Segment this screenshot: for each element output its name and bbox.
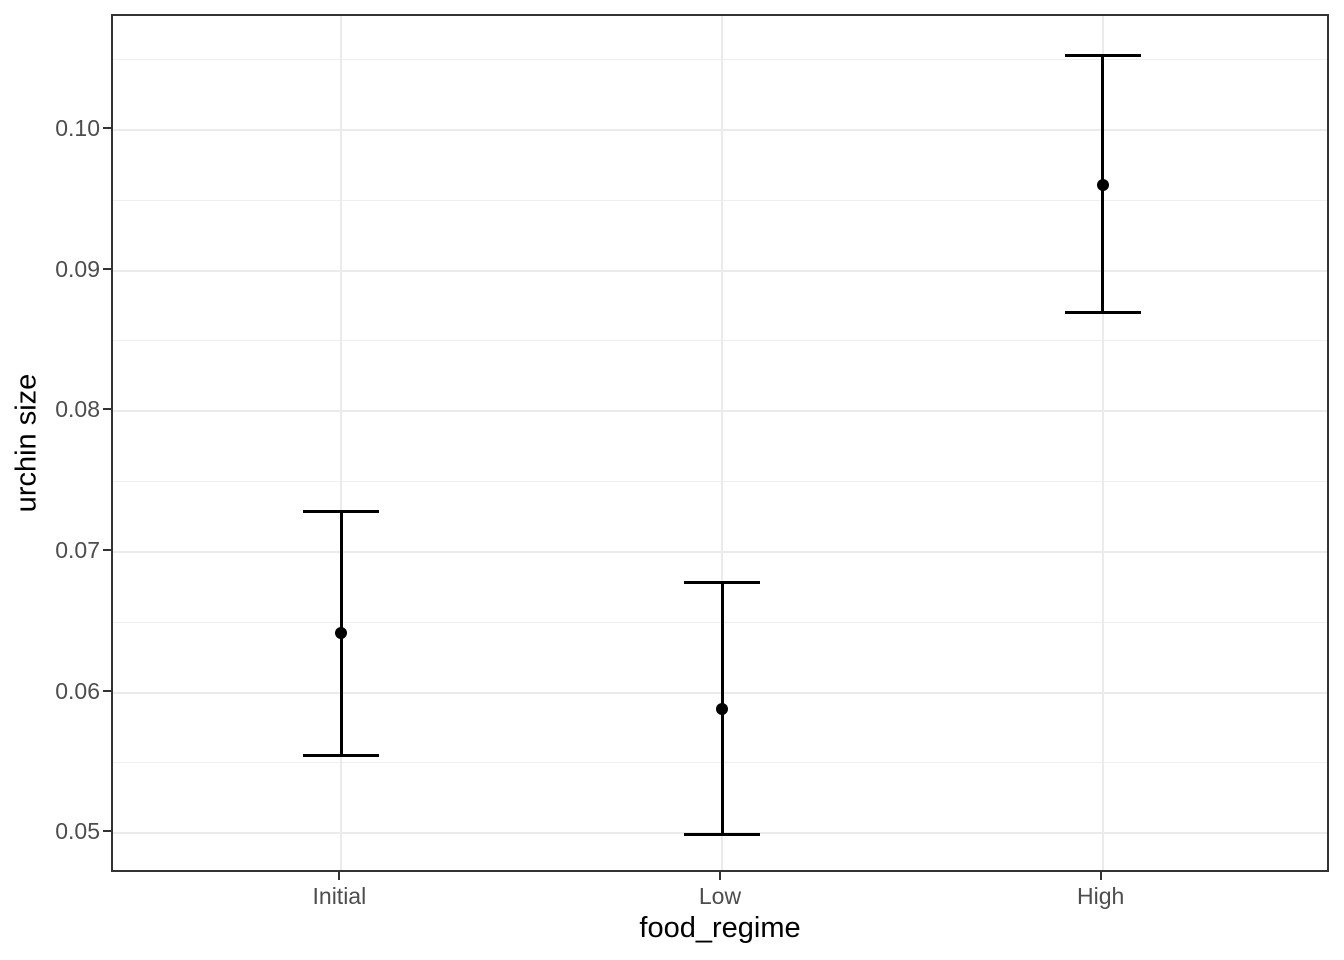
- y-axis-tick: [103, 267, 111, 270]
- y-axis-tick: [103, 548, 111, 551]
- x-axis-tick-label-high: High: [1076, 883, 1125, 909]
- errorbar-cap-lower-initial: [303, 754, 380, 758]
- data-point-high: [1096, 178, 1109, 191]
- gridline-major: [113, 269, 1327, 272]
- y-axis-tick-label: 0.07: [55, 536, 100, 563]
- gridline-major: [113, 410, 1327, 413]
- y-axis-tick: [103, 126, 111, 129]
- gridline-minor: [113, 59, 1327, 61]
- gridline-minor: [113, 199, 1327, 201]
- y-axis-tick-label: 0.09: [55, 255, 100, 282]
- x-axis-tick: [1099, 872, 1102, 880]
- gridline-minor: [113, 481, 1327, 483]
- x-axis-title: food_regime: [639, 912, 801, 944]
- y-axis-tick-label: 0.08: [55, 396, 100, 423]
- data-point-low: [716, 703, 728, 716]
- x-axis-tick: [719, 872, 721, 880]
- y-axis-tick: [103, 830, 111, 833]
- gridline-major: [113, 691, 1327, 694]
- gridline-major: [113, 550, 1327, 553]
- y-axis-tick: [103, 689, 111, 692]
- gridline-minor: [113, 621, 1327, 623]
- errorbar-cap-lower-high: [1064, 311, 1141, 315]
- errorbar-cap-upper-initial: [303, 509, 380, 513]
- gridline-major-vertical: [1101, 16, 1104, 870]
- plot-panel: [111, 14, 1329, 872]
- data-point-initial: [335, 627, 348, 640]
- gridline-major-vertical: [721, 16, 723, 870]
- gridline-major-vertical: [340, 16, 343, 870]
- x-axis-tick-label-initial: Initial: [312, 883, 367, 909]
- errorbar-cap-upper-high: [1064, 53, 1141, 57]
- gridline-major: [113, 128, 1327, 131]
- y-axis-title: urchin size: [10, 373, 43, 513]
- gridline-minor: [113, 762, 1327, 764]
- y-axis-tick-label: 0.05: [55, 818, 100, 845]
- errorbar-cap-upper-low: [684, 581, 760, 585]
- gridline-minor: [113, 340, 1327, 342]
- y-axis-tick-label: 0.06: [55, 677, 100, 704]
- errorbar-cap-lower-low: [684, 833, 760, 837]
- x-axis-tick-label-low: Low: [698, 883, 742, 909]
- y-axis-tick-label: 0.10: [55, 114, 100, 141]
- y-axis-tick: [103, 408, 111, 411]
- x-axis-tick: [338, 872, 341, 880]
